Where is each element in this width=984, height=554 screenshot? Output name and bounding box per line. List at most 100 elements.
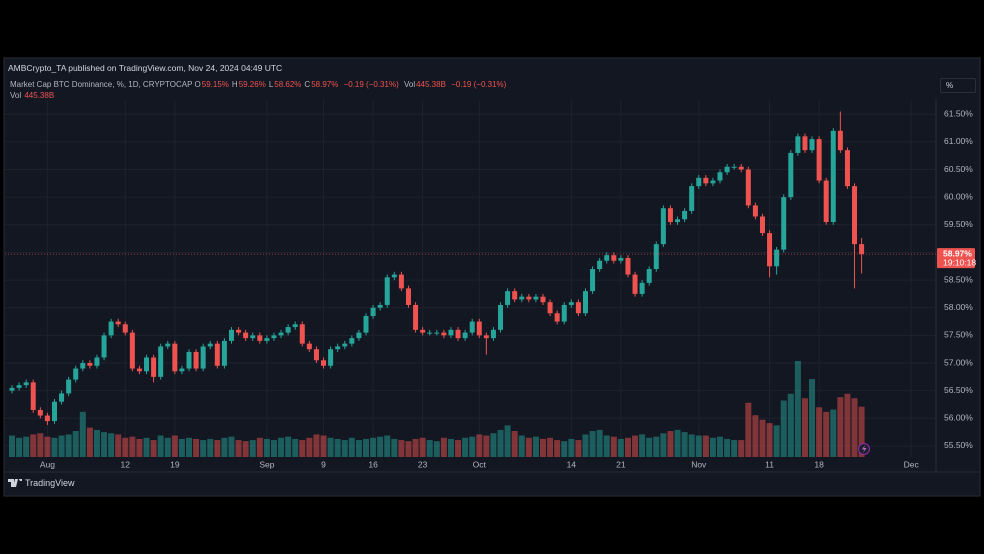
x-tick-label: Aug bbox=[40, 459, 55, 469]
candle-body bbox=[200, 346, 206, 369]
volume-bar bbox=[624, 437, 631, 457]
candle-body bbox=[568, 302, 574, 305]
volume-bar bbox=[540, 438, 546, 457]
countdown: 19:10:18 bbox=[943, 257, 976, 267]
volume-bar bbox=[327, 437, 334, 457]
candle-body bbox=[51, 401, 57, 422]
ohlc: O59.15% H59.26% L58.62% C58.97% bbox=[195, 80, 342, 89]
volume-bar bbox=[108, 433, 115, 457]
candle-body bbox=[646, 269, 652, 283]
candle-body bbox=[179, 368, 185, 372]
candle-body bbox=[221, 340, 227, 366]
candle-body bbox=[823, 180, 829, 223]
volume-bar bbox=[532, 436, 539, 457]
volume-bar bbox=[37, 433, 44, 457]
volume-bar bbox=[143, 437, 150, 457]
candle-body bbox=[165, 343, 171, 347]
candle-body bbox=[816, 139, 822, 181]
candle-body bbox=[604, 255, 610, 261]
candle-body bbox=[597, 260, 603, 270]
legend-key: C bbox=[304, 80, 311, 89]
candle-body bbox=[476, 321, 482, 336]
legend-value: 58.97% bbox=[311, 80, 339, 89]
scale-button[interactable]: % bbox=[940, 78, 976, 93]
candle-body bbox=[342, 343, 348, 347]
volume-bar bbox=[709, 437, 716, 457]
candle-body bbox=[73, 368, 79, 380]
volume-bar bbox=[9, 435, 15, 457]
volume-bar bbox=[589, 431, 596, 457]
candle-body bbox=[745, 169, 751, 206]
volume-bar bbox=[646, 437, 653, 457]
volume-bar bbox=[51, 437, 58, 457]
candle-body bbox=[264, 338, 270, 341]
candle-body bbox=[519, 296, 525, 300]
candle-body bbox=[292, 324, 298, 328]
y-tick-label: 60.00% bbox=[944, 191, 973, 201]
volume-bar bbox=[391, 438, 398, 457]
volume-value: 445.38B bbox=[24, 91, 55, 100]
candle-body bbox=[321, 360, 327, 366]
candle-body bbox=[193, 351, 199, 369]
candle-body bbox=[752, 205, 758, 217]
candle-body bbox=[441, 332, 447, 336]
volume-bar bbox=[801, 398, 808, 457]
volume-bar bbox=[419, 437, 426, 457]
volume-bar bbox=[469, 436, 476, 457]
candle-body bbox=[129, 332, 135, 369]
volume-bar bbox=[86, 427, 93, 457]
legend-value: 59.15% bbox=[201, 80, 229, 89]
candle-body bbox=[250, 335, 256, 339]
legend-title: Market Cap BTC Dominance, %, 1D, CRYPTOC… bbox=[10, 80, 193, 89]
x-tick-label: 9 bbox=[321, 459, 326, 469]
candle-body bbox=[611, 255, 617, 261]
volume-bar bbox=[554, 440, 561, 457]
x-tick-label: Nov bbox=[691, 459, 707, 469]
y-tick-label: 55.50% bbox=[944, 440, 973, 450]
volume-bar bbox=[207, 438, 214, 457]
legend-row: Market Cap BTC Dominance, %, 1D, CRYPTOC… bbox=[10, 79, 509, 90]
volume-bar bbox=[455, 440, 462, 457]
volume-bar bbox=[490, 433, 497, 457]
volume-bar bbox=[292, 438, 299, 457]
volume-bar bbox=[787, 393, 794, 457]
candle-body bbox=[830, 130, 836, 223]
volume-bar bbox=[101, 432, 108, 457]
volume-bar bbox=[171, 435, 178, 457]
volume-bar bbox=[242, 441, 249, 457]
candle-body bbox=[115, 321, 121, 325]
volume-bar bbox=[341, 440, 348, 457]
volume-bar bbox=[759, 419, 766, 457]
volume-bar bbox=[504, 425, 511, 457]
volume-bar bbox=[837, 397, 844, 457]
legend-key: O bbox=[194, 80, 201, 89]
candle-body bbox=[335, 346, 341, 350]
x-tick-label: 19 bbox=[170, 459, 180, 469]
volume-bar bbox=[270, 440, 277, 457]
candle-body bbox=[384, 277, 390, 305]
volume-bar bbox=[667, 431, 674, 457]
candle-body bbox=[490, 329, 496, 339]
legend-change: −0.19 (−0.31%) bbox=[343, 80, 399, 89]
candle-body bbox=[738, 166, 744, 170]
volume-bar bbox=[745, 402, 752, 457]
volume-bar bbox=[547, 437, 554, 457]
volume-bar bbox=[58, 435, 65, 457]
x-tick-label: 14 bbox=[567, 459, 577, 469]
x-tick-label: Dec bbox=[904, 459, 920, 469]
volume-bar bbox=[794, 361, 801, 457]
x-tick-label: 23 bbox=[418, 459, 428, 469]
volume-bar bbox=[129, 436, 136, 457]
volume-bar bbox=[653, 436, 660, 457]
legend-vol-value: 445.38B bbox=[416, 80, 446, 89]
volume-bar bbox=[738, 440, 745, 457]
candle-body bbox=[30, 382, 36, 411]
volume-bar bbox=[809, 379, 816, 457]
candle-body bbox=[483, 335, 489, 339]
volume-bar bbox=[681, 432, 688, 457]
x-tick-label: 21 bbox=[616, 459, 626, 469]
header: AMBCrypto_TA published on TradingView.co… bbox=[8, 63, 283, 73]
volume-bar bbox=[823, 411, 830, 457]
candle-body bbox=[306, 343, 312, 350]
